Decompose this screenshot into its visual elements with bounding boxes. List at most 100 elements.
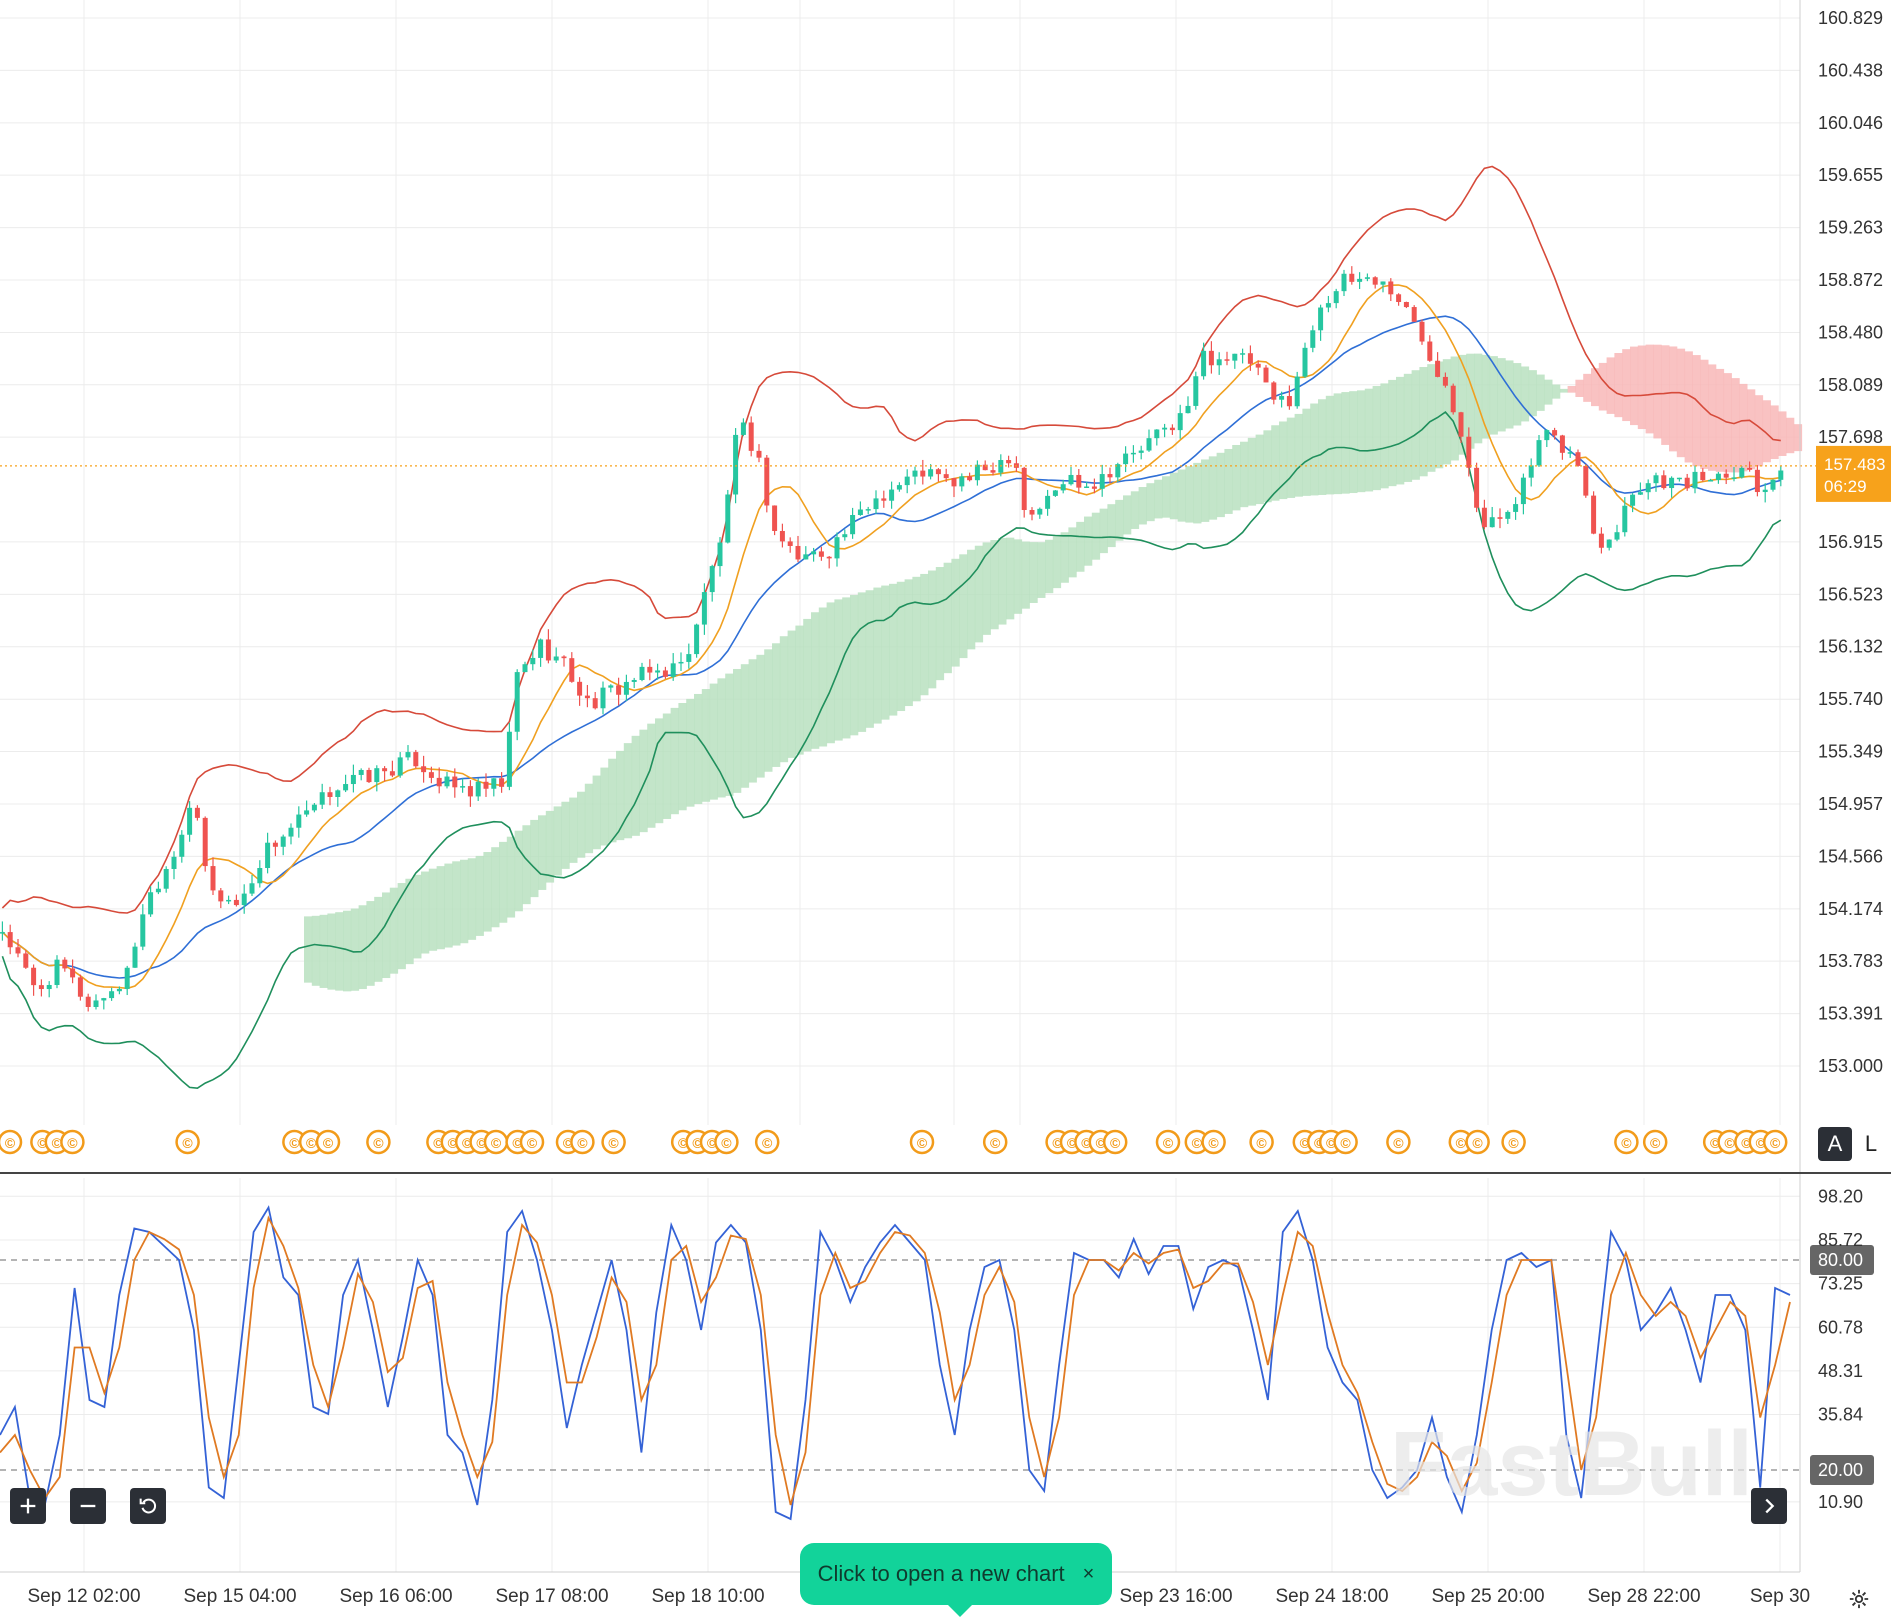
cloud-segment bbox=[1637, 345, 1647, 430]
candle-body bbox=[1123, 453, 1129, 465]
candle-body bbox=[132, 946, 138, 968]
candle-body bbox=[1606, 539, 1612, 548]
candle-body bbox=[218, 890, 224, 902]
candle-body bbox=[787, 541, 793, 546]
event-marker-glyph: © bbox=[5, 1135, 16, 1151]
oscillator-tick-label: 85.72 bbox=[1818, 1230, 1863, 1250]
candle-body bbox=[1645, 483, 1651, 493]
candle-body bbox=[194, 807, 200, 818]
candle-body bbox=[7, 932, 13, 948]
event-marker-icon bbox=[714, 1129, 739, 1155]
candle-body bbox=[272, 842, 278, 847]
zoom-out-button[interactable] bbox=[70, 1488, 106, 1524]
candle-body bbox=[1552, 430, 1558, 436]
price-tick-label: 156.132 bbox=[1818, 637, 1883, 657]
cloud-segment bbox=[1052, 536, 1062, 589]
candle-body bbox=[1302, 347, 1308, 377]
cloud-segment bbox=[491, 847, 500, 928]
auto-scale-button[interactable]: A bbox=[1818, 1127, 1852, 1161]
candle-body bbox=[1708, 480, 1714, 482]
cloud-segment bbox=[1169, 472, 1179, 520]
cloud-segment bbox=[1692, 355, 1701, 467]
candle-body bbox=[358, 769, 364, 775]
candle-body bbox=[241, 893, 247, 906]
candle-body bbox=[717, 542, 723, 567]
candle-body bbox=[538, 639, 544, 658]
oscillator-tick-label: 98.20 bbox=[1818, 1186, 1863, 1206]
candle-body bbox=[569, 658, 575, 682]
cloud-segment bbox=[904, 579, 913, 707]
cloud-segment bbox=[1146, 483, 1155, 522]
cloud-segment bbox=[1575, 379, 1584, 398]
cloud-segment bbox=[335, 912, 344, 991]
candle-body bbox=[1536, 440, 1542, 466]
event-marker-glyph: © bbox=[306, 1135, 317, 1151]
candle-body bbox=[452, 776, 458, 788]
candle-body bbox=[1154, 429, 1160, 439]
cloud-segment bbox=[1481, 354, 1491, 439]
cloud-segment bbox=[1497, 358, 1506, 432]
candle-body bbox=[1575, 452, 1581, 466]
candle-body bbox=[514, 672, 520, 732]
candle-body bbox=[421, 766, 427, 773]
cloud-segment bbox=[1084, 516, 1093, 566]
event-marker-glyph: © bbox=[1724, 1135, 1735, 1151]
event-marker-icon bbox=[1642, 1129, 1668, 1155]
cloud-segment bbox=[826, 602, 835, 744]
cloud-segment bbox=[1474, 353, 1483, 444]
candle-body bbox=[639, 666, 645, 680]
cloud-segment bbox=[865, 590, 874, 728]
candle-body bbox=[1130, 452, 1136, 455]
candle-body bbox=[1138, 450, 1144, 453]
candle-body bbox=[187, 807, 193, 835]
event-marker-icon bbox=[982, 1129, 1008, 1155]
open-new-chart-toast[interactable]: Click to open a new chart × bbox=[800, 1543, 1112, 1617]
scroll-right-button[interactable] bbox=[1751, 1488, 1787, 1524]
cloud-segment bbox=[1739, 383, 1748, 472]
candle-body bbox=[795, 545, 801, 560]
cloud-segment bbox=[928, 570, 937, 689]
time-tick-label: Sep 30 bbox=[1750, 1586, 1810, 1607]
settings-icon[interactable] bbox=[1848, 1588, 1870, 1610]
zoom-in-button[interactable] bbox=[10, 1488, 46, 1524]
candle-body bbox=[811, 551, 817, 555]
candle-body bbox=[280, 836, 286, 847]
candle-body bbox=[460, 786, 466, 788]
log-scale-button[interactable]: L bbox=[1854, 1127, 1888, 1161]
candle-body bbox=[171, 856, 177, 869]
cloud-segment bbox=[974, 545, 984, 643]
event-marker-glyph: © bbox=[373, 1135, 384, 1151]
cloud-segment bbox=[1778, 411, 1787, 456]
event-marker-glyph: © bbox=[289, 1135, 300, 1151]
candle-body bbox=[1177, 413, 1183, 431]
event-marker-glyph: © bbox=[762, 1135, 773, 1151]
toast-close-icon[interactable]: × bbox=[1082, 1562, 1095, 1585]
candle-body bbox=[803, 554, 809, 560]
candle-body bbox=[1676, 477, 1682, 480]
candle-body bbox=[1411, 307, 1417, 322]
candle-body bbox=[865, 509, 871, 511]
candle-body bbox=[974, 464, 980, 481]
candle-body bbox=[561, 656, 567, 659]
candle-body bbox=[1099, 474, 1105, 489]
candle-body bbox=[1435, 360, 1441, 377]
reset-chart-button[interactable] bbox=[130, 1488, 166, 1524]
cloud-segment bbox=[350, 908, 360, 991]
candle-body bbox=[1661, 475, 1667, 489]
cloud-segment bbox=[584, 783, 594, 854]
candles bbox=[0, 266, 1784, 1012]
cloud-segment bbox=[1388, 379, 1397, 487]
candle-body bbox=[46, 984, 52, 990]
cloud-segment bbox=[1715, 368, 1725, 472]
candle-body bbox=[444, 776, 450, 787]
candle-body bbox=[686, 654, 692, 662]
cloud-segment bbox=[1559, 388, 1569, 393]
cloud-segment bbox=[1177, 469, 1186, 522]
price-tick-label: 160.438 bbox=[1818, 60, 1883, 80]
candle-body bbox=[959, 476, 965, 487]
event-marker-glyph: © bbox=[476, 1135, 487, 1151]
candle-body bbox=[1388, 281, 1394, 295]
event-markers: © © © © © © © © © © © © © © © © © © © © © © © © © © © © © © © © © © © © © © © ©… bbox=[0, 1129, 1788, 1155]
